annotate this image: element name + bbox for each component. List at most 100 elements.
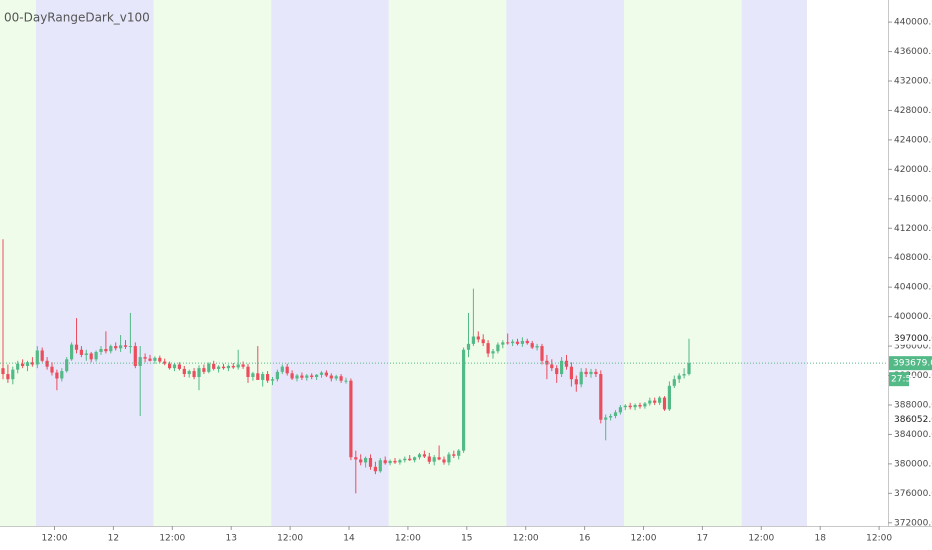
x-tick-label: 12:00 <box>277 534 303 544</box>
candle-body <box>349 380 353 458</box>
candle-body <box>442 459 446 463</box>
candle-body <box>133 346 137 366</box>
session-band <box>624 0 742 526</box>
candle-body <box>143 357 147 359</box>
candle-body <box>677 375 681 380</box>
candle-body <box>290 373 294 379</box>
candle-body <box>462 349 466 451</box>
candle-body <box>584 371 588 375</box>
candle-body <box>40 350 44 361</box>
candle-body <box>368 457 373 467</box>
candle-body <box>246 366 250 377</box>
x-tick-label: 17 <box>697 534 708 544</box>
candle-body <box>310 375 314 377</box>
candle-body <box>682 374 686 376</box>
candle-body <box>236 364 240 368</box>
candle-body <box>609 416 613 418</box>
candle-body <box>99 349 103 352</box>
candle-body <box>192 371 196 377</box>
candle-body <box>618 407 622 413</box>
candle-body <box>437 457 441 460</box>
candle-body <box>432 457 436 462</box>
candle-body <box>45 360 49 367</box>
candle-body <box>476 336 480 340</box>
candle-body <box>535 346 539 348</box>
candle-body <box>138 357 142 366</box>
candle-body <box>564 360 569 367</box>
candle-body <box>16 363 20 370</box>
candle-body <box>599 374 603 420</box>
candle-body <box>50 366 54 373</box>
countdown-badge <box>889 372 909 387</box>
y-tick-label: 384000.00 <box>894 430 932 440</box>
candle-body <box>359 459 363 463</box>
candle-body <box>231 365 235 368</box>
candle-body <box>55 372 59 379</box>
candle-body <box>452 454 456 456</box>
candle-body <box>594 371 598 375</box>
candle-body <box>589 371 593 375</box>
price-label-box <box>889 332 932 345</box>
y-tick-label: 420000.00 <box>894 165 932 175</box>
candle-body <box>373 466 377 472</box>
y-tick-label: 396000.00 <box>894 342 932 352</box>
candle-body <box>226 365 230 369</box>
candle-body <box>520 340 524 344</box>
x-tick-label: 15 <box>461 534 472 544</box>
candle-body <box>422 454 426 457</box>
candle-body <box>217 366 221 369</box>
candle-body <box>447 454 451 463</box>
x-tick-label: 12:00 <box>866 534 892 544</box>
session-band <box>153 0 272 526</box>
sessions <box>0 0 807 526</box>
candle-body <box>251 373 255 377</box>
candle-body <box>398 460 402 463</box>
candle-body <box>315 374 319 377</box>
y-tick-label: 436000.00 <box>894 47 932 57</box>
y-tick-label: 416000.00 <box>894 194 932 204</box>
candle-body <box>25 362 30 366</box>
candle-body <box>202 368 206 372</box>
candle-body <box>30 362 34 365</box>
candle-body <box>628 405 632 408</box>
candle-body <box>555 368 559 375</box>
candle-body <box>525 340 529 344</box>
y-tick-label: 428000.00 <box>894 106 932 116</box>
x-tick-label: 12:00 <box>395 534 421 544</box>
candle-body <box>1 368 5 375</box>
candle-body <box>481 339 485 344</box>
candle-body <box>486 343 490 354</box>
y-tick-label: 432000.00 <box>894 76 932 86</box>
candle-body <box>334 376 338 379</box>
session-band <box>0 0 36 526</box>
candle-body <box>364 457 368 463</box>
candle-body <box>672 379 676 386</box>
candle-body <box>550 364 554 369</box>
candle-body <box>383 460 387 464</box>
candle-body <box>187 371 191 375</box>
candle-body <box>511 341 515 344</box>
y-tick-label: 376000.00 <box>894 489 932 499</box>
candle-body <box>65 359 69 372</box>
y-tick-label: 408000.00 <box>894 253 932 263</box>
candle-body <box>11 369 15 380</box>
y-tick-label: 372000.00 <box>894 518 932 528</box>
candle-body <box>153 357 157 361</box>
candle-body <box>119 345 123 349</box>
candle-body <box>408 458 412 461</box>
candle-body <box>403 458 407 461</box>
candle-body <box>70 344 74 360</box>
x-tick-label: 12 <box>108 534 119 544</box>
x-tick-label: 16 <box>579 534 591 544</box>
y-tick-label: 404000.00 <box>894 283 932 293</box>
candle-body <box>270 379 275 381</box>
candle-body <box>633 404 637 408</box>
candle-body <box>60 371 64 379</box>
y-tick-label: 424000.00 <box>894 135 932 145</box>
session-band <box>36 0 154 526</box>
candle-body <box>212 363 216 369</box>
candle-body <box>84 353 88 355</box>
candle-body <box>114 346 118 349</box>
x-tick-label: 12:00 <box>748 534 774 544</box>
